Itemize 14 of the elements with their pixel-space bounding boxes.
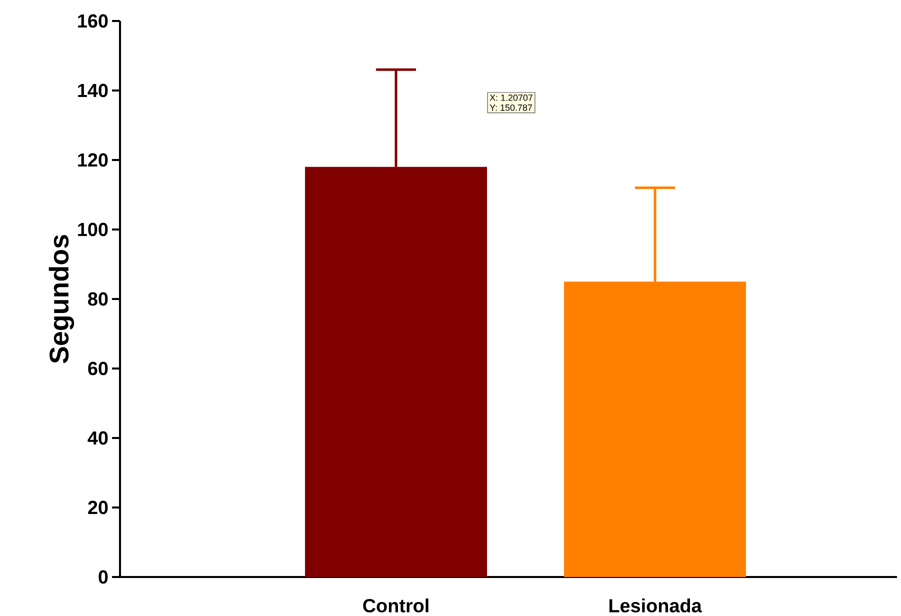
y-tick-label: 40 (88, 431, 108, 445)
y-tick-label: 60 (88, 362, 108, 376)
y-tick-label: 20 (88, 500, 108, 514)
x-tick-label: Control (363, 598, 428, 612)
y-tick-label: 140 (78, 84, 108, 98)
x-tick-label: Lesionada (609, 598, 702, 612)
y-axis-title: Segundos (48, 235, 74, 364)
y-tick-label: 0 (98, 570, 108, 584)
annotation: Y: 150.787 (490, 104, 532, 111)
annotation: X: 1.20707 (490, 94, 532, 101)
y-tick-label: 160 (78, 14, 108, 28)
y-tick-label: 80 (88, 292, 108, 306)
y-tick-label: 120 (78, 153, 108, 167)
y-tick-label: 100 (78, 222, 108, 236)
